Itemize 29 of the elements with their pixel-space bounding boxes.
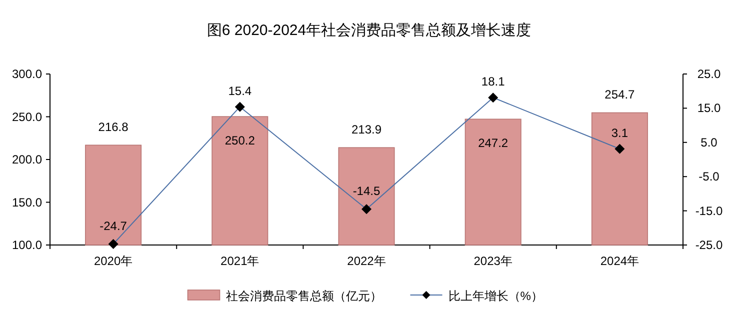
y-tick-label: 200.0: [12, 152, 42, 166]
legend-label: 社会消费品零售总额（亿元）: [226, 289, 382, 303]
data-label: 18.1: [481, 74, 506, 89]
y2-tick-label: 5.0: [700, 135, 718, 150]
x-tick-label: 2021年: [220, 254, 260, 268]
x-tick-label: 2024年: [600, 254, 640, 268]
data-label: 250.2: [224, 134, 256, 148]
y-tick-label: 250.0: [12, 110, 42, 124]
y2-tick-label: -5.0: [698, 170, 720, 184]
y2-tick-label: 15.0: [697, 101, 721, 116]
data-label: 3.1: [611, 126, 628, 140]
data-label: 254.7: [604, 88, 636, 102]
y2-tick-label: 25.0: [697, 67, 721, 81]
data-label: -24.7: [100, 218, 128, 233]
data-label: 216.8: [98, 120, 129, 134]
chart-title: 图6 2020-2024年社会消费品零售总额及增长速度: [206, 22, 532, 39]
x-tick-label: 2022年: [347, 254, 386, 268]
legend-label: 比上年增长（%）: [448, 289, 543, 303]
y2-tick-label: -15.0: [695, 204, 723, 218]
y-tick-label: 300.0: [12, 67, 42, 81]
y-tick-label: 150.0: [12, 195, 42, 210]
data-label: 15.4: [228, 84, 252, 98]
data-label: 213.9: [351, 122, 382, 137]
y2-tick-label: -25.0: [695, 238, 723, 252]
x-tick-label: 2023年: [474, 254, 512, 268]
data-label: -14.5: [352, 184, 380, 198]
x-tick-label: 2020年: [94, 254, 133, 268]
y-tick-label: 100.0: [12, 238, 42, 252]
data-label: 247.2: [478, 136, 508, 150]
